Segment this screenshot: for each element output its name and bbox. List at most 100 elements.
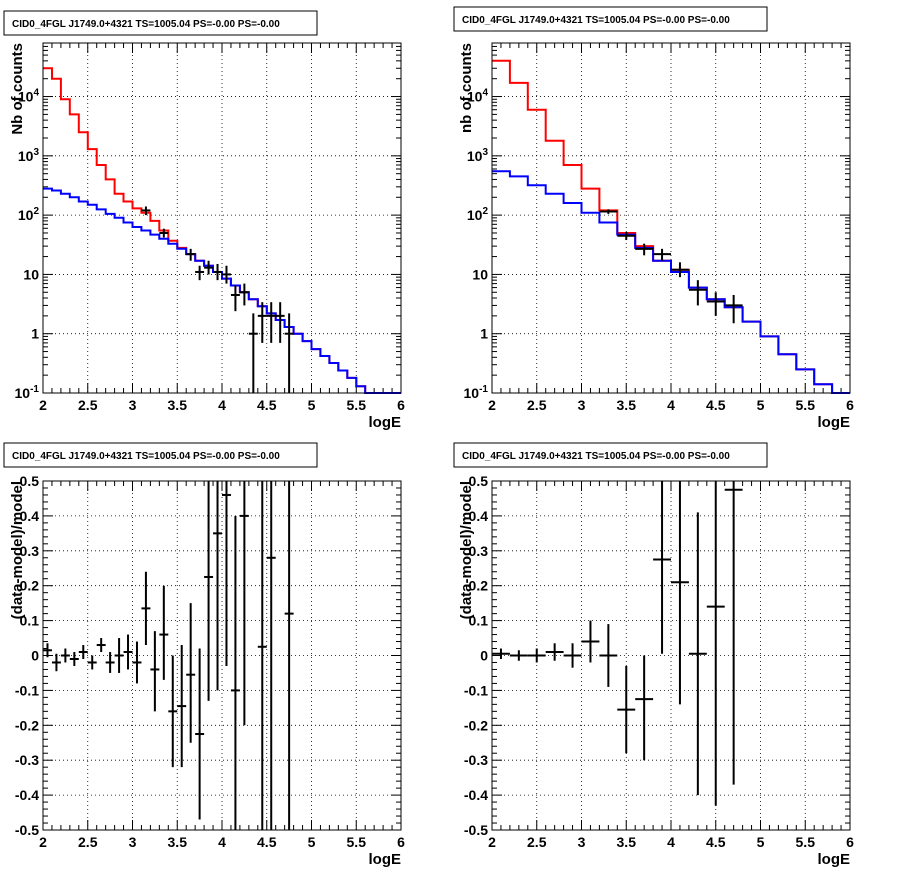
y-tick-label: -0.1 — [15, 682, 39, 698]
x-tick-label: 4 — [667, 834, 675, 850]
y-tick-label: -0.3 — [464, 752, 488, 768]
x-tick-label: 5 — [757, 397, 765, 413]
x-tick-label: 6 — [846, 834, 854, 850]
data-point — [581, 620, 600, 663]
y-axis-title: (data-model)/model — [9, 481, 26, 619]
y-tick-label: 0.3 — [20, 543, 40, 559]
data-point — [275, 302, 285, 343]
y-tick-label: -0.5 — [15, 822, 39, 838]
data-point — [635, 243, 654, 256]
data-point — [186, 603, 196, 743]
data-point — [43, 643, 52, 658]
x-axis-title: logE — [369, 414, 402, 431]
data-point — [653, 481, 671, 654]
y-tick-label: 10 — [472, 266, 488, 282]
title-frame — [453, 442, 768, 468]
y-tick-label: 10-1 — [15, 384, 40, 401]
chart-title: CID0_4FGL J1749.0+4321 TS=1005.04 PS=-0.… — [12, 19, 280, 30]
x-tick-label: 5 — [757, 834, 765, 850]
x-axis-title: logE — [818, 851, 851, 868]
x-tick-label: 2 — [488, 397, 496, 413]
data-point — [51, 653, 61, 672]
y-axis-title: Nb of counts — [9, 43, 26, 135]
plot-panel-3: CID0_4FGL J1749.0+4321 TS=1005.04 PS=-0.… — [3, 442, 405, 868]
data-point — [204, 481, 214, 701]
data-point — [239, 283, 249, 306]
y-tick-label: 0.5 — [469, 473, 489, 489]
y-tick-label: 1 — [480, 326, 488, 342]
data-point — [527, 648, 546, 663]
x-axis-title: logE — [369, 851, 402, 868]
x-tick-label: 5.5 — [347, 834, 367, 850]
y-tick-label: 102 — [18, 206, 40, 223]
data-point — [284, 481, 294, 830]
chart-title: CID0_4FGL J1749.0+4321 TS=1005.04 PS=-0.… — [462, 451, 730, 462]
data-point — [141, 571, 151, 646]
x-tick-label: 5 — [308, 834, 316, 850]
x-tick-label: 2.5 — [527, 397, 547, 413]
y-tick-label: -0.5 — [464, 822, 488, 838]
data-point — [78, 645, 88, 659]
plot-frame — [491, 42, 851, 394]
data-point — [114, 638, 124, 673]
data-point — [266, 302, 276, 343]
data-point — [213, 263, 222, 281]
data-point — [617, 231, 636, 241]
y-tick-label: 0.4 — [20, 508, 40, 524]
data-point — [87, 655, 97, 670]
plot-panel-2: CID0_4FGL J1749.0+4321 TS=1005.04 PS=-0.… — [453, 6, 854, 431]
data-point — [204, 260, 214, 275]
y-tick-label: -0.1 — [464, 682, 488, 698]
x-tick-label: 4.5 — [257, 834, 277, 850]
y-tick-label: 0.2 — [469, 578, 489, 594]
y-tick-label: 0 — [480, 648, 488, 664]
data-point — [195, 265, 205, 281]
data-point — [266, 481, 276, 830]
x-tick-label: 2.5 — [527, 834, 547, 850]
data-point — [257, 481, 267, 830]
x-tick-label: 4.5 — [706, 834, 726, 850]
data-point — [635, 655, 654, 761]
data-point — [545, 643, 564, 661]
x-tick-label: 6 — [397, 397, 405, 413]
x-tick-label: 6 — [397, 834, 405, 850]
title-frame — [3, 10, 318, 36]
data-point — [284, 313, 294, 393]
data-point — [706, 292, 725, 316]
x-tick-label: 2.5 — [78, 397, 98, 413]
plot-panel-4: CID0_4FGL J1749.0+4321 TS=1005.04 PS=-0.… — [453, 442, 854, 868]
data-point — [195, 648, 205, 820]
data-point — [230, 285, 240, 312]
chart-title-box: CID0_4FGL J1749.0+4321 TS=1005.04 PS=-0.… — [453, 442, 768, 468]
data-point — [724, 481, 743, 785]
y-tick-label: 0.1 — [469, 613, 489, 629]
x-tick-label: 3.5 — [617, 834, 637, 850]
data-points — [599, 209, 743, 324]
y-tick-label: -0.2 — [15, 717, 39, 733]
y-tick-label: 103 — [467, 147, 489, 164]
y-tick-label: 0.3 — [469, 543, 489, 559]
minor-ticks — [42, 480, 402, 831]
y-tick-label: 0 — [31, 648, 39, 664]
x-tick-label: 3 — [578, 834, 586, 850]
data-point — [653, 248, 671, 261]
data-point — [230, 515, 240, 830]
title-frame — [3, 442, 318, 468]
data-point — [671, 262, 689, 278]
chart-title-box: CID0_4FGL J1749.0+4321 TS=1005.04 PS=-0.… — [453, 6, 768, 32]
data-point — [599, 624, 618, 687]
data-point — [150, 631, 160, 712]
data-points — [492, 481, 743, 806]
data-point — [239, 481, 249, 726]
data-point — [159, 585, 169, 680]
data-point — [688, 280, 707, 306]
x-tick-label: 6 — [846, 397, 854, 413]
x-tick-label: 3.5 — [168, 834, 188, 850]
chart-title: CID0_4FGL J1749.0+4321 TS=1005.04 PS=-0.… — [462, 15, 730, 26]
data-point — [724, 294, 743, 324]
y-tick-label: -0.4 — [464, 787, 488, 803]
y-axis-title: (data-model)/model — [458, 481, 475, 619]
data-point — [706, 481, 725, 806]
y-tick-label: -0.4 — [15, 787, 39, 803]
